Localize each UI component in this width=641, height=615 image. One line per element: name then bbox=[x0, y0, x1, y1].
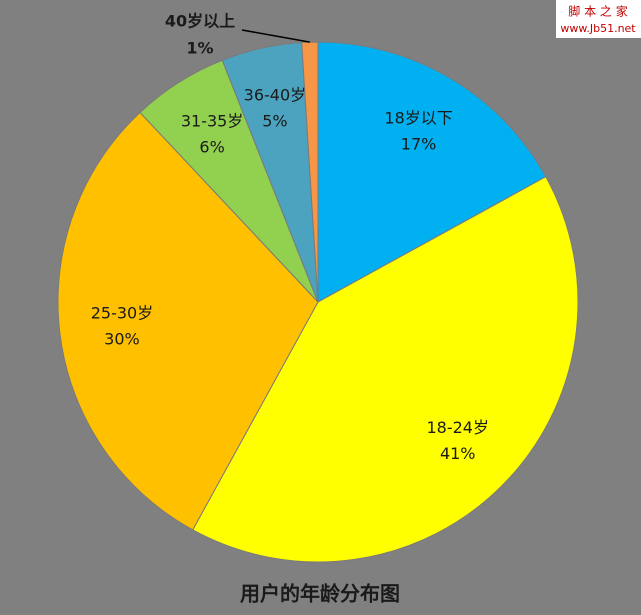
slice-category-label: 31-35岁 bbox=[181, 112, 244, 131]
slice-category-label: 18岁以下 bbox=[384, 108, 452, 127]
slice-category-label: 36-40岁 bbox=[244, 86, 307, 105]
pie-slice bbox=[192, 176, 579, 563]
pie-slice bbox=[57, 111, 319, 531]
slice-value-label: 30% bbox=[104, 329, 140, 348]
slice-value-label: 1% bbox=[186, 39, 213, 58]
slice-category-label: 18-24岁 bbox=[426, 418, 489, 437]
slice-category-label: 25-30岁 bbox=[91, 303, 154, 322]
slice-value-label: 6% bbox=[199, 138, 224, 157]
slice-category-label: 40岁以上 bbox=[165, 12, 235, 31]
leader-line bbox=[241, 29, 310, 43]
slice-value-label: 5% bbox=[262, 112, 287, 131]
chart-title: 用户的年龄分布图 bbox=[240, 582, 400, 606]
pie-slice bbox=[317, 41, 547, 303]
watermark-box bbox=[556, 0, 641, 38]
watermark-title: 脚 本 之 家 bbox=[568, 4, 627, 19]
watermark-url: www.Jb51.net bbox=[560, 22, 636, 35]
slice-value-label: 41% bbox=[440, 444, 476, 463]
slice-value-label: 17% bbox=[401, 134, 437, 153]
